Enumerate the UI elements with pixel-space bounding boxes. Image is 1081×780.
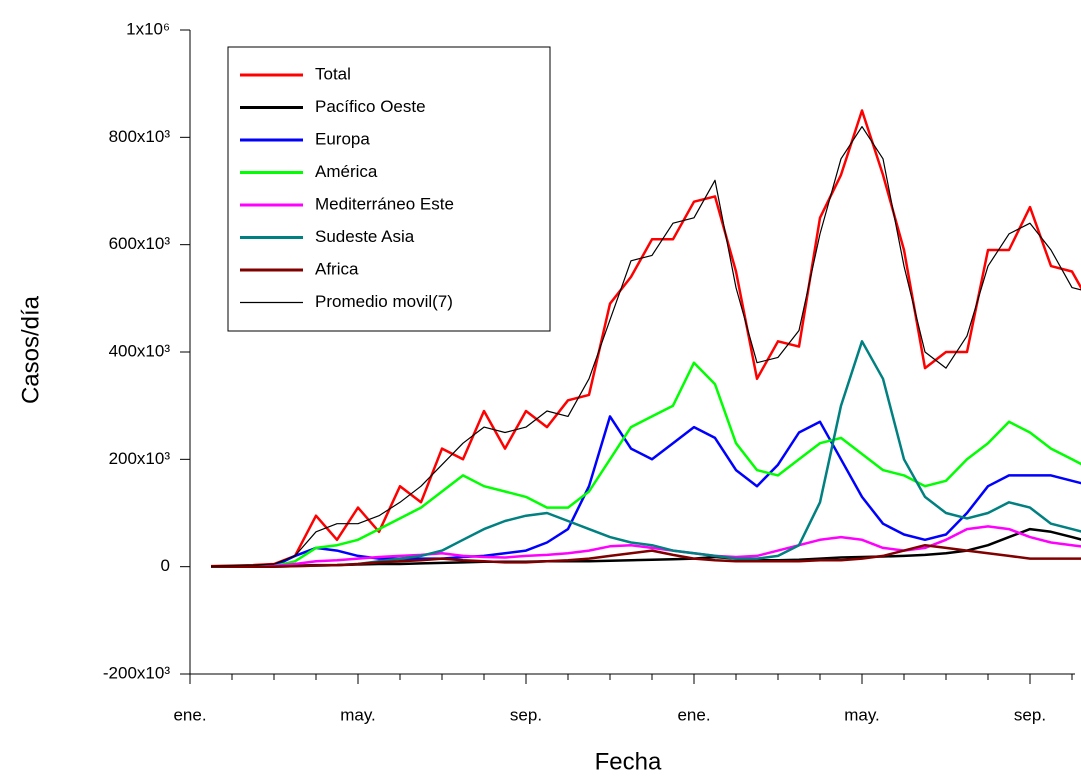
x-tick-label: sep.: [510, 705, 542, 724]
series-line: [211, 543, 1081, 568]
legend-label: Pacífico Oeste: [315, 97, 426, 116]
y-tick-label: 600x10³: [109, 234, 171, 253]
x-axis-title: Fecha: [595, 748, 662, 775]
x-tick-label: ene.: [173, 705, 206, 724]
legend-label: América: [315, 162, 378, 181]
legend-label: Africa: [315, 259, 359, 278]
x-tick-label: sep.: [1014, 705, 1046, 724]
legend-label: Mediterráneo Este: [315, 194, 454, 213]
legend-label: Promedio movil(7): [315, 292, 453, 311]
series-line: [211, 525, 1081, 568]
legend-label: Europa: [315, 129, 370, 148]
y-tick-label: -200x10³: [103, 663, 170, 682]
y-tick-label: 1x10⁶: [126, 19, 170, 38]
y-axis-title: Casos/día: [17, 295, 44, 404]
y-tick-label: 800x10³: [109, 127, 171, 146]
x-tick-label: ene.: [677, 705, 710, 724]
legend: Total Pacífico Oeste Europa América Mediterr…: [227, 46, 551, 332]
legend-label: Total: [315, 64, 351, 83]
legend-box: [227, 46, 551, 332]
y-tick-label: 0: [161, 556, 170, 575]
x-tick-label: may.: [844, 705, 880, 724]
y-tick-label: 400x10³: [109, 341, 171, 360]
series-line: [210, 126, 1081, 567]
series-line: [211, 415, 1081, 568]
y-tick-label: 200x10³: [109, 449, 171, 468]
series-line: [210, 109, 1081, 568]
series-line: [211, 361, 1081, 568]
x-tick-label: may.: [340, 705, 376, 724]
legend-label: Sudeste Asia: [315, 227, 415, 246]
